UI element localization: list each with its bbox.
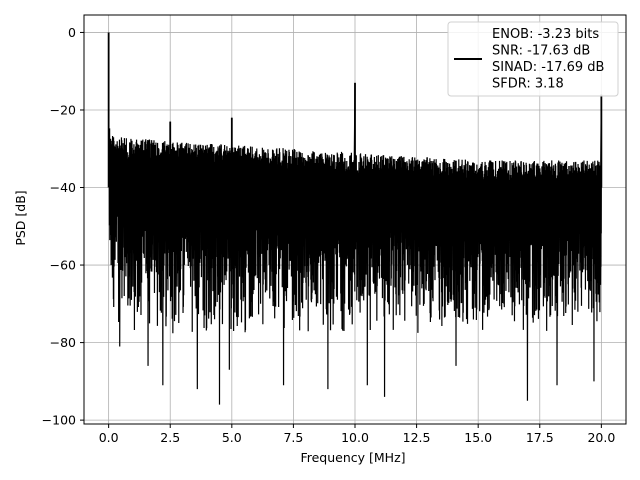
x-tick-label: 15.0 bbox=[464, 430, 492, 445]
x-tick-label: 5.0 bbox=[222, 430, 242, 445]
legend-entry-line: SINAD: -17.69 dB bbox=[492, 60, 604, 75]
y-tick-label: −60 bbox=[50, 258, 76, 273]
legend-entry-line: SNR: -17.63 dB bbox=[492, 44, 590, 59]
x-tick-label: 12.5 bbox=[403, 430, 431, 445]
y-tick-label: −100 bbox=[42, 413, 76, 428]
legend-entry-line: ENOB: -3.23 bits bbox=[492, 27, 599, 42]
x-tick-label: 20.0 bbox=[587, 430, 615, 445]
x-tick-label: 10.0 bbox=[341, 430, 369, 445]
x-tick-label: 7.5 bbox=[283, 430, 303, 445]
x-tick-label: 0.0 bbox=[99, 430, 119, 445]
y-tick-label: −80 bbox=[50, 335, 76, 350]
y-tick-label: −20 bbox=[50, 102, 76, 117]
plot-area bbox=[107, 32, 603, 405]
y-tick-label: 0 bbox=[68, 25, 76, 40]
y-axis-label: PSD [dB] bbox=[13, 190, 28, 245]
axes: 0.0 2.5 5.0 7.5 10.0 12.5 15.0 17.5 20.0 0 −20 −40 −… bbox=[42, 14, 627, 445]
legend-entry-line: SFDR: 3.18 bbox=[492, 77, 564, 92]
x-tick-label: 2.5 bbox=[160, 430, 180, 445]
x-tick-label: 17.5 bbox=[526, 430, 554, 445]
y-tick-label: −40 bbox=[50, 180, 76, 195]
legend-box bbox=[447, 21, 619, 97]
x-axis-label: Frequency [MHz] bbox=[300, 450, 405, 465]
psd-series-line bbox=[108, 32, 602, 405]
